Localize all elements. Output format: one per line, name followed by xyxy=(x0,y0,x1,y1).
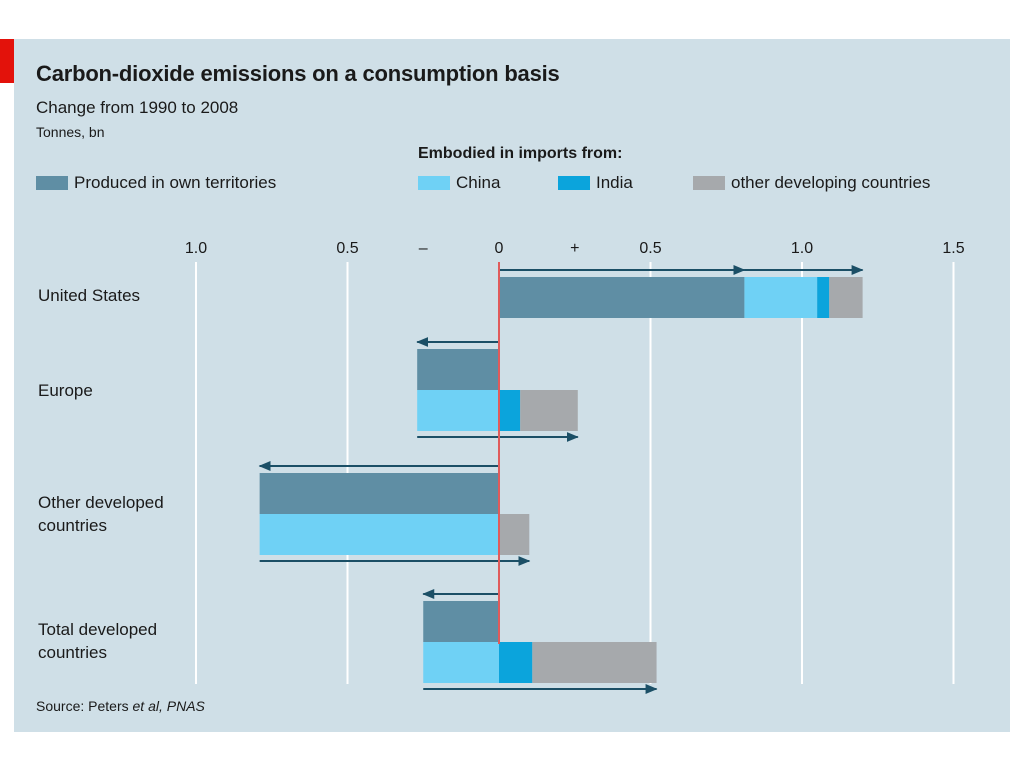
x-tick-label: 0.5 xyxy=(639,240,661,257)
legend-item-china: China xyxy=(418,171,500,195)
x-tick-label: 1.0 xyxy=(791,240,813,257)
row-label-total-developed: Total developed countries xyxy=(38,620,158,662)
x-sign-label: – xyxy=(419,240,428,257)
chart-subtitle: Change from 1990 to 2008 xyxy=(36,98,239,117)
legend-swatch-india xyxy=(558,176,590,190)
row-label-united-states: United States xyxy=(38,286,141,305)
bar-china xyxy=(259,514,499,555)
legend-label-own: Produced in own territories xyxy=(74,173,277,192)
bar-other xyxy=(520,390,578,431)
bar-other xyxy=(499,514,530,555)
legend-swatch-other xyxy=(693,176,725,190)
bar-india xyxy=(817,277,830,318)
chart-title: Carbon-dioxide emissions on a consumptio… xyxy=(36,61,560,86)
row-label-other-developed: Other developed countries xyxy=(38,493,164,535)
bar-china xyxy=(744,277,818,318)
legend-swatch-own xyxy=(36,176,68,190)
x-tick-label: 1.0 xyxy=(185,240,207,257)
legend-item-other: other developing countries xyxy=(693,171,930,195)
bar-india xyxy=(499,390,521,431)
bar-india xyxy=(499,642,533,683)
source-prefix: Source: Peters xyxy=(36,698,133,714)
bar-china xyxy=(423,642,499,683)
bar-other xyxy=(532,642,657,683)
bar-other xyxy=(829,277,863,318)
x-tick-label: 0 xyxy=(495,240,504,257)
bar-own xyxy=(417,349,499,390)
bar-own xyxy=(423,601,499,642)
bar-own xyxy=(259,473,499,514)
bar-china xyxy=(417,390,499,431)
chart-units: Tonnes, bn xyxy=(36,124,105,140)
source-citation: et al, PNAS xyxy=(132,698,205,714)
legend-label-india: India xyxy=(596,173,633,192)
x-tick-label: 0.5 xyxy=(336,240,358,257)
legend-heading: Embodied in imports from: xyxy=(418,145,623,162)
legend-item-india: India xyxy=(558,171,633,195)
x-sign-label: + xyxy=(570,240,579,257)
x-tick-label: 1.5 xyxy=(942,240,964,257)
legend-item-own: Produced in own territories xyxy=(36,171,276,195)
legend-swatch-china xyxy=(418,176,450,190)
row-label-europe: Europe xyxy=(38,381,93,400)
legend-label-other: other developing countries xyxy=(731,173,931,192)
accent-tag xyxy=(0,39,14,83)
bar-own xyxy=(499,277,745,318)
source-note: Source: Peters et al, PNAS xyxy=(36,698,205,714)
legend-label-china: China xyxy=(456,173,501,192)
chart-panel xyxy=(14,39,1010,732)
